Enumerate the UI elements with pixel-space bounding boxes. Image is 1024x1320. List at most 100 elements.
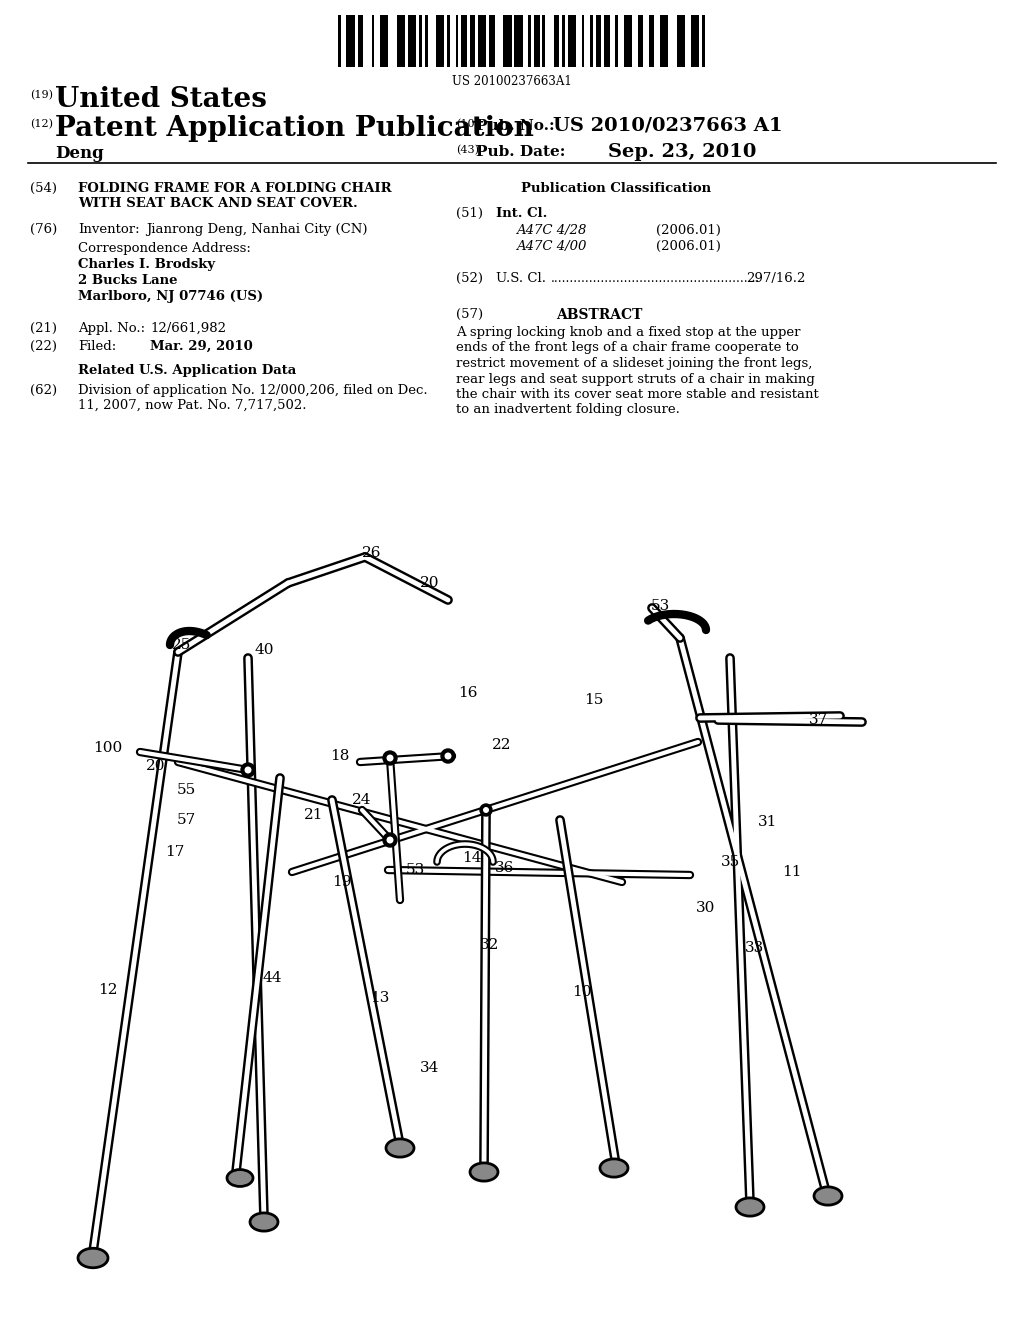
- Text: 35: 35: [720, 855, 739, 869]
- Bar: [562, 15, 565, 67]
- Text: 36: 36: [496, 861, 515, 875]
- Bar: [543, 15, 545, 67]
- Text: ends of the front legs of a chair frame cooperate to: ends of the front legs of a chair frame …: [456, 342, 799, 355]
- Text: 297/16.2: 297/16.2: [746, 272, 805, 285]
- Bar: [436, 15, 444, 67]
- Text: Filed:: Filed:: [78, 341, 117, 352]
- Bar: [346, 15, 354, 67]
- Text: Mar. 29, 2010: Mar. 29, 2010: [150, 341, 253, 352]
- Bar: [567, 15, 575, 67]
- Text: Marlboro, NJ 07746 (US): Marlboro, NJ 07746 (US): [78, 290, 263, 304]
- Text: Deng: Deng: [55, 145, 103, 162]
- Text: 53: 53: [650, 599, 670, 612]
- Bar: [604, 15, 609, 67]
- Ellipse shape: [736, 1199, 764, 1216]
- Text: 12/661,982: 12/661,982: [150, 322, 226, 335]
- Bar: [489, 15, 495, 67]
- Text: WITH SEAT BACK AND SEAT COVER.: WITH SEAT BACK AND SEAT COVER.: [78, 197, 357, 210]
- Text: 34: 34: [420, 1061, 439, 1074]
- Circle shape: [245, 767, 252, 774]
- Text: (62): (62): [30, 384, 57, 397]
- Text: FOLDING FRAME FOR A FOLDING CHAIR: FOLDING FRAME FOR A FOLDING CHAIR: [78, 182, 391, 195]
- Text: (76): (76): [30, 223, 57, 236]
- Text: 25: 25: [172, 638, 191, 652]
- Text: ABSTRACT: ABSTRACT: [556, 308, 642, 322]
- Text: US 20100237663A1: US 20100237663A1: [453, 75, 571, 88]
- Text: Related U.S. Application Data: Related U.S. Application Data: [78, 364, 296, 378]
- Bar: [447, 15, 450, 67]
- Text: 30: 30: [696, 902, 716, 915]
- Bar: [419, 15, 422, 67]
- Circle shape: [386, 837, 393, 843]
- Bar: [590, 15, 593, 67]
- Text: 22: 22: [493, 738, 512, 752]
- Text: (2006.01): (2006.01): [656, 224, 721, 238]
- Text: the chair with its cover seat more stable and resistant: the chair with its cover seat more stabl…: [456, 388, 819, 401]
- Bar: [514, 15, 523, 67]
- Bar: [461, 15, 467, 67]
- Bar: [534, 15, 540, 67]
- Text: (19): (19): [30, 90, 53, 100]
- Bar: [660, 15, 669, 67]
- Text: 2 Bucks Lane: 2 Bucks Lane: [78, 275, 177, 286]
- Text: US 2010/0237663 A1: US 2010/0237663 A1: [553, 117, 782, 135]
- Bar: [397, 15, 406, 67]
- Text: (22): (22): [30, 341, 57, 352]
- Text: United States: United States: [55, 86, 267, 114]
- Text: (10): (10): [456, 119, 479, 129]
- Circle shape: [480, 804, 492, 816]
- Text: U.S. Cl.: U.S. Cl.: [496, 272, 546, 285]
- Text: rear legs and seat support struts of a chair in making: rear legs and seat support struts of a c…: [456, 372, 815, 385]
- Text: 11: 11: [782, 865, 802, 879]
- Bar: [372, 15, 375, 67]
- Bar: [478, 15, 486, 67]
- Text: 55: 55: [176, 783, 196, 797]
- Text: (2006.01): (2006.01): [656, 240, 721, 253]
- Bar: [408, 15, 417, 67]
- Bar: [638, 15, 643, 67]
- Text: 12: 12: [98, 983, 118, 997]
- Text: 14: 14: [462, 851, 481, 865]
- Text: 16: 16: [459, 686, 478, 700]
- Text: Int. Cl.: Int. Cl.: [496, 207, 548, 220]
- Text: 20: 20: [420, 576, 439, 590]
- Text: (52): (52): [456, 272, 483, 285]
- Bar: [338, 15, 341, 67]
- Text: 57: 57: [176, 813, 196, 828]
- Text: Charles I. Brodsky: Charles I. Brodsky: [78, 257, 215, 271]
- Text: A47C 4/00: A47C 4/00: [516, 240, 587, 253]
- Text: 53: 53: [406, 863, 425, 876]
- Text: 19: 19: [332, 875, 352, 888]
- Text: Division of application No. 12/000,206, filed on Dec.: Division of application No. 12/000,206, …: [78, 384, 428, 397]
- Text: 40: 40: [254, 643, 273, 657]
- Ellipse shape: [78, 1249, 108, 1267]
- Ellipse shape: [470, 1163, 498, 1181]
- Text: ......................................................: ........................................…: [551, 272, 760, 285]
- Text: 31: 31: [759, 814, 777, 829]
- Text: Jianrong Deng, Nanhai City (CN): Jianrong Deng, Nanhai City (CN): [146, 223, 368, 236]
- Text: A spring locking knob and a fixed stop at the upper: A spring locking knob and a fixed stop a…: [456, 326, 801, 339]
- Text: Sep. 23, 2010: Sep. 23, 2010: [608, 143, 757, 161]
- Bar: [528, 15, 531, 67]
- Text: Publication Classification: Publication Classification: [521, 182, 711, 195]
- Bar: [615, 15, 618, 67]
- Ellipse shape: [386, 1139, 414, 1158]
- Text: 11, 2007, now Pat. No. 7,717,502.: 11, 2007, now Pat. No. 7,717,502.: [78, 399, 306, 412]
- Text: Pub. No.:: Pub. No.:: [476, 119, 555, 133]
- Ellipse shape: [814, 1187, 842, 1205]
- Bar: [677, 15, 685, 67]
- Bar: [357, 15, 364, 67]
- Text: 44: 44: [262, 972, 282, 985]
- Bar: [456, 15, 459, 67]
- Bar: [649, 15, 654, 67]
- Text: 17: 17: [165, 845, 184, 859]
- Text: (43): (43): [456, 145, 479, 156]
- Text: Appl. No.:: Appl. No.:: [78, 322, 145, 335]
- Text: 20: 20: [146, 759, 166, 774]
- Text: (57): (57): [456, 308, 483, 321]
- Text: 26: 26: [362, 546, 382, 560]
- Circle shape: [241, 763, 255, 777]
- Bar: [691, 15, 699, 67]
- Circle shape: [383, 833, 397, 847]
- Text: (54): (54): [30, 182, 57, 195]
